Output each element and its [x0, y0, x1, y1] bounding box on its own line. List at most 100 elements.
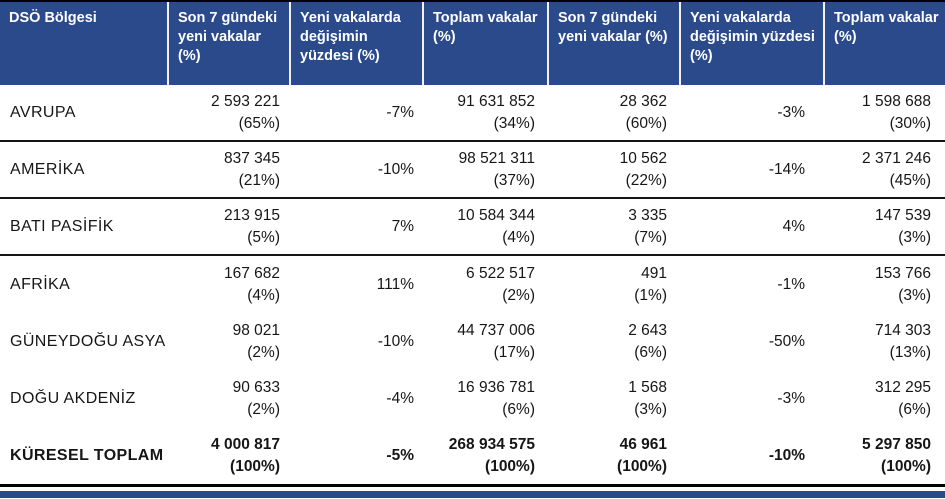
cell-value: 167 682: [223, 265, 280, 282]
cell-value: 1 598 688: [862, 93, 931, 110]
change-cell: -7%: [289, 85, 422, 140]
cell-value: -3%: [777, 103, 805, 121]
cell-value: 91 631 852: [457, 93, 535, 110]
value-cell: 16 936 781 (6%): [422, 370, 547, 427]
value-cell: 98 521 311 (37%): [422, 142, 547, 197]
region-label: AVRUPA: [10, 103, 76, 121]
cell-value: -10%: [377, 332, 414, 350]
change-cell: 4%: [679, 199, 823, 254]
change-cell: -5%: [289, 427, 422, 484]
cell-value: 6 522 517: [466, 265, 535, 282]
cell-percent: (22%): [625, 171, 667, 189]
value-cell: 3 335 (7%): [547, 199, 679, 254]
region-label: AFRİKA: [10, 275, 71, 293]
change-cell: -14%: [679, 142, 823, 197]
value-cell: 46 961 (100%): [547, 427, 679, 484]
cell-value: -5%: [386, 446, 414, 464]
value-cell: 5 297 850 (100%): [823, 427, 945, 484]
cell-percent: (100%): [617, 457, 667, 475]
cell-percent: (45%): [889, 171, 931, 189]
value-cell: 98 021 (2%): [167, 313, 289, 370]
cell-percent: (3%): [898, 228, 931, 246]
cell-percent: (3%): [634, 400, 667, 418]
cell-value: 268 934 575: [448, 436, 535, 453]
value-cell: 167 682 (4%): [167, 256, 289, 313]
table-row-avrupa: AVRUPA 2 593 221 (65%) -7% 91 631 852 (3…: [0, 85, 945, 142]
change-cell: -10%: [289, 142, 422, 197]
column-header-change-pct: Yeni vakalarda değişimin yüzdesi (%): [289, 2, 422, 85]
change-cell: -50%: [679, 313, 823, 370]
region-cell: AFRİKA: [0, 256, 167, 313]
cell-value: 714 303: [874, 322, 931, 339]
value-cell: 1 598 688 (30%): [823, 85, 945, 140]
cell-percent: (2%): [247, 343, 280, 361]
column-header-new-cases-7d: Son 7 gündeki yeni vakalar (%): [167, 2, 289, 85]
value-cell: 312 295 (6%): [823, 370, 945, 427]
cell-value: -4%: [386, 389, 414, 407]
cell-percent: (1%): [634, 286, 667, 304]
change-cell: -3%: [679, 85, 823, 140]
cell-value: 10 584 344: [457, 207, 535, 224]
cell-percent: (37%): [493, 171, 535, 189]
region-cell: AMERİKA: [0, 142, 167, 197]
cell-percent: (6%): [502, 400, 535, 418]
change-cell: 111%: [289, 256, 422, 313]
cell-percent: (5%): [247, 228, 280, 246]
cell-value: -14%: [768, 160, 805, 178]
change-cell: 7%: [289, 199, 422, 254]
cell-value: -1%: [777, 275, 805, 293]
cell-percent: (6%): [634, 343, 667, 361]
cell-value: 147 539: [874, 207, 931, 224]
cell-percent: (6%): [898, 400, 931, 418]
value-cell: 2 593 221 (65%): [167, 85, 289, 140]
value-cell: 491 (1%): [547, 256, 679, 313]
cell-value: 44 737 006: [457, 322, 535, 339]
value-cell: 213 915 (5%): [167, 199, 289, 254]
cell-percent: (100%): [230, 457, 280, 475]
table-row-bati-pasifik: BATI PASİFİK 213 915 (5%) 7% 10 584 344 …: [0, 199, 945, 256]
value-cell: 6 522 517 (2%): [422, 256, 547, 313]
cell-value: -10%: [377, 160, 414, 178]
cell-percent: (34%): [493, 114, 535, 132]
cell-value: 837 345: [223, 150, 280, 167]
value-cell: 147 539 (3%): [823, 199, 945, 254]
region-label: BATI PASİFİK: [10, 217, 114, 235]
cell-value: 4 000 817: [211, 436, 280, 453]
region-label: AMERİKA: [10, 160, 85, 178]
cell-percent: (100%): [485, 457, 535, 475]
value-cell: 2 643 (6%): [547, 313, 679, 370]
cell-value: 312 295: [874, 379, 931, 396]
region-cell: KÜRESEL TOPLAM: [0, 427, 167, 484]
cell-percent: (3%): [898, 286, 931, 304]
column-header-total-cases: Toplam vakalar (%): [422, 2, 547, 85]
change-cell: -4%: [289, 370, 422, 427]
cell-value: -10%: [768, 446, 805, 464]
change-cell: -1%: [679, 256, 823, 313]
cell-percent: (17%): [493, 343, 535, 361]
cell-value: 2 371 246: [862, 150, 931, 167]
bottom-gap: [0, 487, 945, 491]
cell-value: 2 643: [628, 322, 667, 339]
cell-value: 5 297 850: [862, 436, 931, 453]
change-cell: -10%: [679, 427, 823, 484]
cell-percent: (30%): [889, 114, 931, 132]
value-cell: 2 371 246 (45%): [823, 142, 945, 197]
region-cell: GÜNEYDOĞU ASYA: [0, 313, 167, 370]
cell-percent: (21%): [238, 171, 280, 189]
cell-percent: (13%): [889, 343, 931, 361]
cell-value: -50%: [768, 332, 805, 350]
cell-value: 46 961: [619, 436, 667, 453]
column-header-region: DSÖ Bölgesi: [9, 10, 97, 26]
table-header-row: DSÖ Bölgesi Son 7 gündeki yeni vakalar (…: [0, 2, 945, 85]
region-label: KÜRESEL TOPLAM: [10, 446, 164, 464]
cell-value: 111%: [376, 275, 414, 293]
value-cell: 10 584 344 (4%): [422, 199, 547, 254]
value-cell: 91 631 852 (34%): [422, 85, 547, 140]
cell-percent: (2%): [502, 286, 535, 304]
value-cell: 153 766 (3%): [823, 256, 945, 313]
cell-percent: (7%): [634, 228, 667, 246]
cell-value: -7%: [386, 103, 414, 121]
cell-percent: (65%): [238, 114, 280, 132]
cell-value: 4%: [782, 217, 805, 235]
cell-value: 90 633: [232, 379, 280, 396]
